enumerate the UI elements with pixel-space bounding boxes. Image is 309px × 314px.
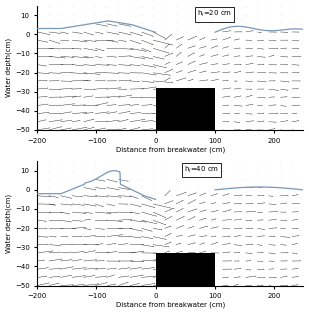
Y-axis label: Water depth(cm): Water depth(cm) [6,38,12,97]
X-axis label: Distance from breakwater (cm): Distance from breakwater (cm) [116,146,225,153]
Text: h$_i$=40 cm: h$_i$=40 cm [184,165,219,175]
Bar [156,88,215,130]
Bar [156,253,215,285]
X-axis label: Distance from breakwater (cm): Distance from breakwater (cm) [116,302,225,308]
Text: h$_i$=20 cm: h$_i$=20 cm [197,9,232,19]
Y-axis label: Water depth(cm): Water depth(cm) [6,194,12,253]
